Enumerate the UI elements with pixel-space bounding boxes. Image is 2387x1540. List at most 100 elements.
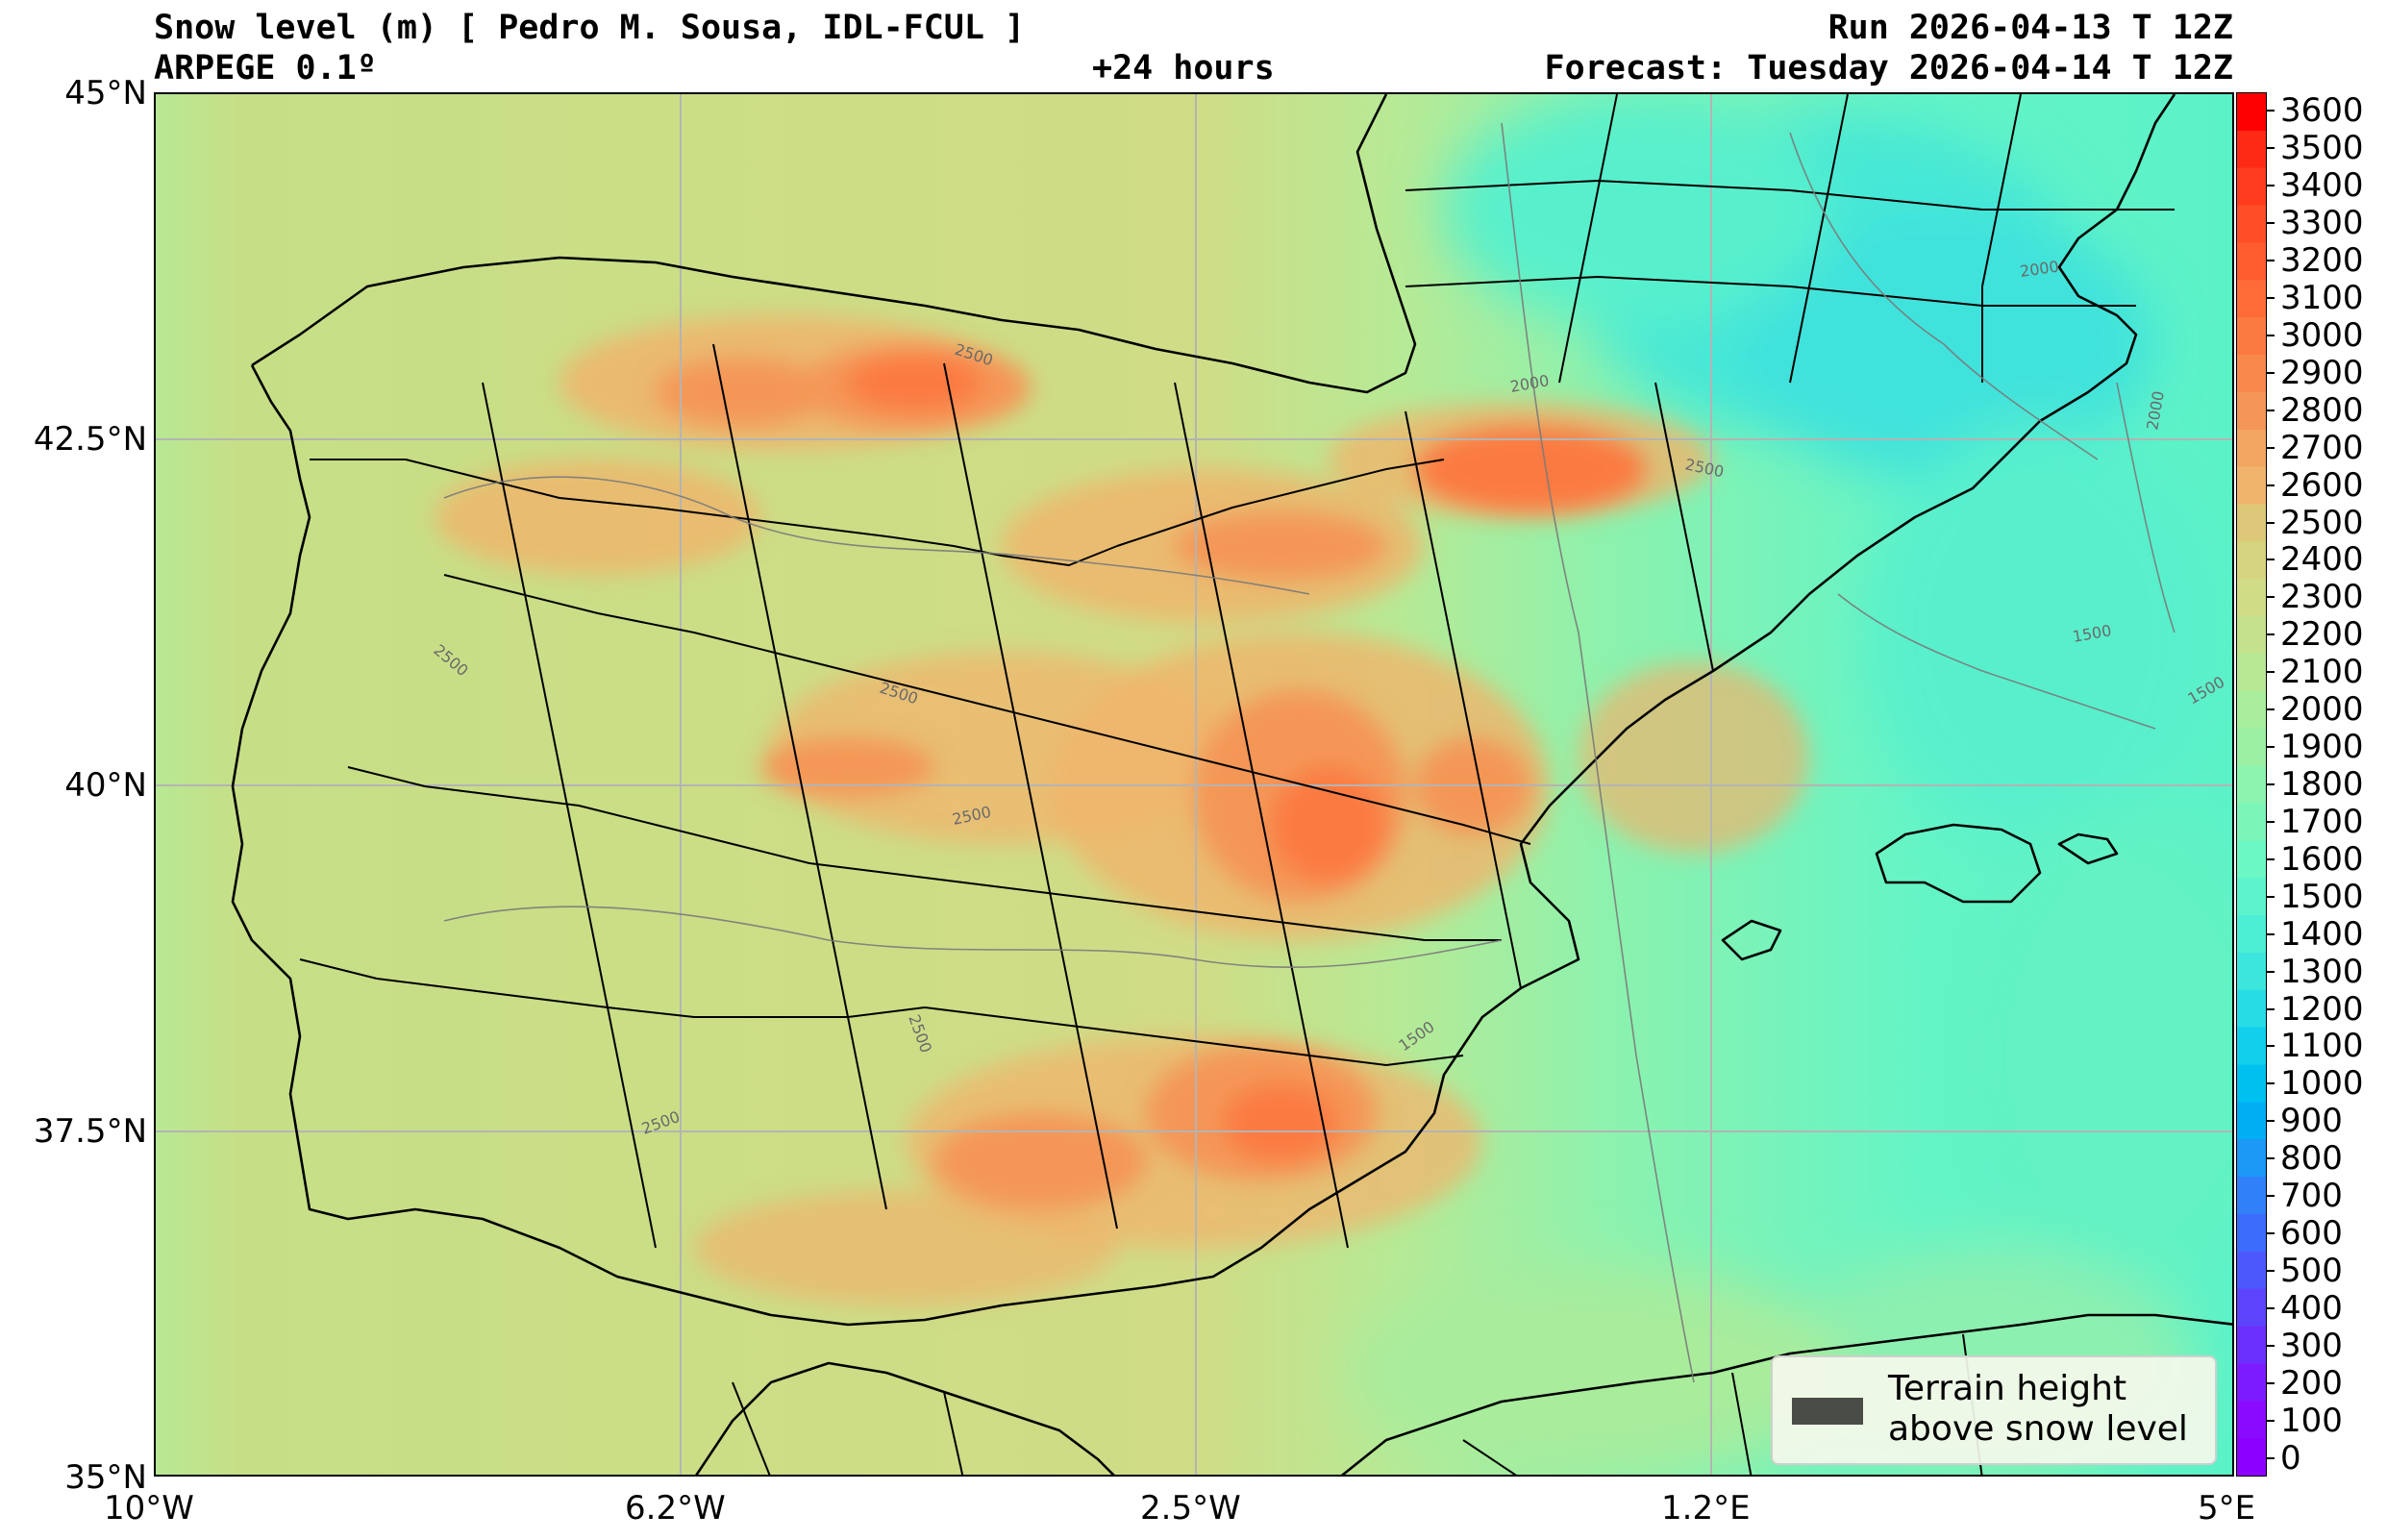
x-tick-label: 1.2°E (1661, 1489, 1751, 1528)
colorbar-label: 1300 (2280, 952, 2364, 991)
legend-label: Terrain height above snow level (1888, 1369, 2188, 1450)
colorbar-tick (2267, 970, 2275, 973)
colorbar-tick (2267, 1456, 2275, 1459)
y-tick-label: 37.5°N (33, 1112, 147, 1151)
forecast-label: Forecast: Tuesday 2026-04-14 T 12Z (1544, 49, 2233, 87)
colorbar-tick (2267, 857, 2275, 860)
colorbar-label: 1400 (2280, 914, 2364, 954)
colorbar-tick (2267, 409, 2275, 411)
colorbar-tick (2267, 1232, 2275, 1235)
colorbar-label: 1100 (2280, 1027, 2364, 1066)
colorbar-tick (2267, 1344, 2275, 1347)
colorbar-label: 700 (2280, 1177, 2343, 1216)
colorbar-tick (2267, 1120, 2275, 1123)
colorbar-label: 3500 (2280, 129, 2364, 168)
colorbar-label: 2100 (2280, 653, 2364, 692)
colorbar-tick (2267, 596, 2275, 599)
colorbar-label: 100 (2280, 1401, 2343, 1440)
x-tick-label: 10°W (104, 1489, 194, 1528)
colorbar-label: 400 (2280, 1288, 2343, 1328)
terrain-swatch (1792, 1398, 1863, 1425)
colorbar-tick (2267, 371, 2275, 374)
x-tick-label: 2.5°W (1140, 1489, 1241, 1528)
colorbar-label: 3300 (2280, 204, 2364, 243)
colorbar-label: 500 (2280, 1251, 2343, 1290)
colorbar-tick (2267, 446, 2275, 449)
colorbar-tick (2267, 1082, 2275, 1085)
y-tick-label: 42.5°N (33, 420, 147, 459)
colorbar-label: 0 (2280, 1438, 2301, 1478)
run-label: Run 2026-04-13 T 12Z (1828, 9, 2233, 47)
colorbar-tick (2267, 895, 2275, 898)
y-tick-label: 45°N (64, 74, 147, 112)
colorbar-label: 1000 (2280, 1064, 2364, 1104)
lead-time-label: +24 hours (1092, 49, 1275, 87)
colorbar-tick (2267, 1306, 2275, 1309)
colorbar-tick (2267, 671, 2275, 674)
colorbar-label: 1800 (2280, 765, 2364, 804)
colorbar-tick (2267, 1419, 2275, 1422)
map-gridlines (156, 94, 2232, 1475)
colorbar-tick (2267, 1269, 2275, 1272)
colorbar-tick (2267, 1195, 2275, 1198)
colorbar-label: 800 (2280, 1139, 2343, 1179)
map-legend: Terrain height above snow level (1771, 1355, 2217, 1465)
colorbar-label: 3100 (2280, 279, 2364, 318)
colorbar-label: 2600 (2280, 465, 2364, 505)
colorbar-tick (2267, 783, 2275, 785)
colorbar-tick (2267, 334, 2275, 336)
colorbar-tick (2267, 932, 2275, 935)
model-label: ARPEGE 0.1º (154, 49, 377, 87)
isolines (443, 122, 2176, 1383)
colorbar (2236, 92, 2267, 1477)
colorbar-label: 3200 (2280, 241, 2364, 281)
legend-line-1: Terrain height (1888, 1369, 2127, 1408)
colorbar-label: 2400 (2280, 540, 2364, 580)
y-tick-label: 40°N (64, 766, 147, 805)
regional-borders (299, 94, 2175, 1475)
colorbar-tick (2267, 521, 2275, 524)
colorbar-label: 200 (2280, 1363, 2343, 1403)
colorbar-label: 1700 (2280, 802, 2364, 841)
colorbar-label: 900 (2280, 1102, 2343, 1141)
colorbar-label: 2900 (2280, 353, 2364, 392)
colorbar-label: 2700 (2280, 428, 2364, 467)
colorbar-label: 3600 (2280, 91, 2364, 131)
map-title: Snow level (m) [ Pedro M. Sousa, IDL-FCU… (154, 9, 1026, 47)
colorbar-label: 2500 (2280, 503, 2364, 542)
colorbar-tick (2267, 147, 2275, 150)
colorbar-label: 600 (2280, 1214, 2343, 1254)
colorbar-label: 3000 (2280, 315, 2364, 355)
colorbar-tick (2267, 260, 2275, 262)
colorbar-label: 1200 (2280, 989, 2364, 1029)
colorbar-tick (2267, 484, 2275, 486)
colorbar-tick (2267, 110, 2275, 112)
colorbar-label: 1600 (2280, 839, 2364, 879)
colorbar-tick (2267, 297, 2275, 300)
colorbar-tick (2267, 185, 2275, 187)
colorbar-tick (2267, 633, 2275, 636)
colorbar-tick (2267, 1157, 2275, 1160)
colorbar-label: 3400 (2280, 166, 2364, 206)
coastlines (231, 94, 2232, 1475)
colorbar-tick (2267, 820, 2275, 823)
peak-snow-level-region (656, 344, 1646, 1209)
colorbar-label: 300 (2280, 1326, 2343, 1365)
colorbar-label: 2000 (2280, 690, 2364, 730)
colorbar-label: 1500 (2280, 877, 2364, 916)
colorbar-tick (2267, 1045, 2275, 1048)
y-tick-label: 35°N (64, 1458, 147, 1497)
colorbar-tick (2267, 559, 2275, 561)
x-tick-label: 5°E (2198, 1489, 2256, 1528)
colorbar-label: 2200 (2280, 615, 2364, 655)
colorbar-label: 1900 (2280, 728, 2364, 767)
colorbar-tick (2267, 708, 2275, 711)
colorbar-label: 2300 (2280, 578, 2364, 617)
map-field: 2500 2500 2500 2500 2500 2500 2500 2000 … (156, 94, 2232, 1475)
colorbar-tick (2267, 1381, 2275, 1384)
legend-line-2: above snow level (1888, 1409, 2188, 1449)
colorbar-tick (2267, 746, 2275, 749)
colorbar-tick (2267, 1007, 2275, 1010)
snow-level-map[interactable]: 2500 2500 2500 2500 2500 2500 2500 2000 … (154, 92, 2234, 1477)
colorbar-label: 2800 (2280, 390, 2364, 430)
